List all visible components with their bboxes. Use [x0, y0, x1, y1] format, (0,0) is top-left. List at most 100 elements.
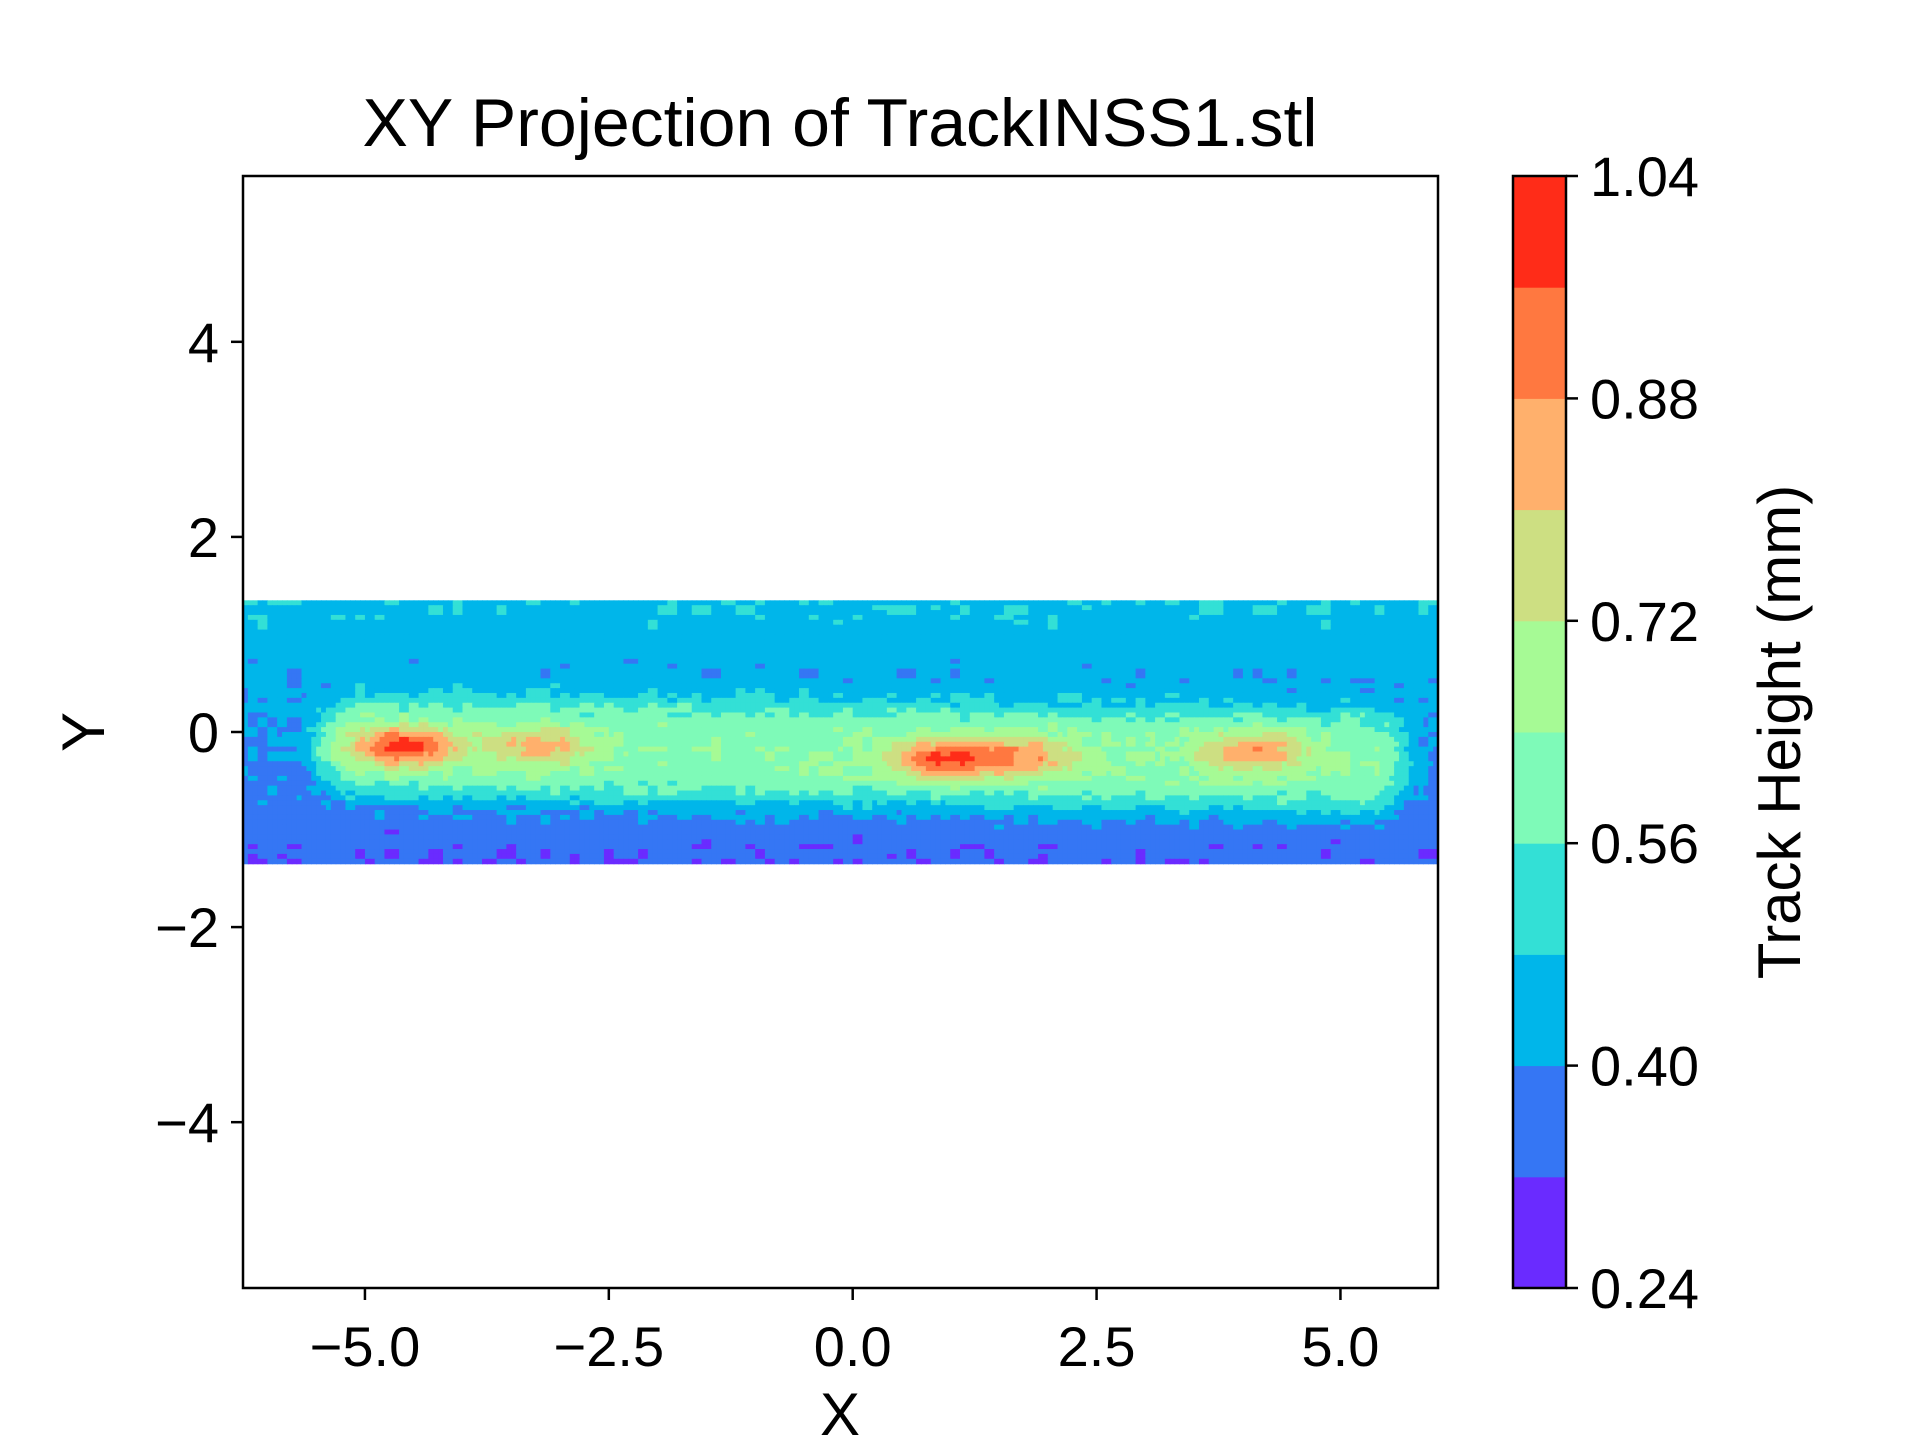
heatmap-cell [564, 692, 571, 699]
heatmap-cell [408, 614, 415, 621]
heatmap-cell [1033, 683, 1039, 689]
heatmap-cell [1389, 663, 1395, 670]
heatmap-cell [623, 629, 629, 636]
heatmap-cell [677, 624, 683, 631]
heatmap-cell [277, 688, 283, 694]
heatmap-cell [608, 663, 615, 670]
heatmap-cell [623, 653, 629, 660]
heatmap-cell [491, 614, 498, 621]
heatmap-cell [745, 614, 751, 621]
heatmap-cell [774, 668, 781, 675]
heatmap-cell [696, 644, 703, 650]
heatmap-cell [799, 629, 805, 636]
heatmap-cell [399, 619, 405, 626]
heatmap-cell [891, 673, 898, 679]
heatmap-cell [950, 663, 956, 670]
heatmap-cell [306, 644, 312, 650]
heatmap-cell [545, 624, 551, 631]
heatmap-cell [574, 600, 581, 606]
heatmap-cell [364, 619, 371, 626]
heatmap-cell [1247, 688, 1254, 694]
heatmap-cell [799, 644, 805, 650]
heatmap-cell [1228, 683, 1234, 689]
heatmap-cell [838, 610, 844, 616]
heatmap-cell [1081, 610, 1088, 616]
heatmap-cell [755, 614, 761, 621]
heatmap-cell [257, 663, 264, 670]
heatmap-cell [1320, 605, 1327, 611]
heatmap-cell [1345, 663, 1351, 670]
heatmap-cell [989, 658, 995, 665]
heatmap-cell [282, 605, 288, 611]
heatmap-cell [1213, 629, 1220, 636]
heatmap-cell [945, 653, 951, 660]
heatmap-cell [311, 663, 317, 670]
heatmap-cell [984, 634, 990, 640]
heatmap-cell [1013, 688, 1020, 694]
heatmap-cell [891, 649, 898, 655]
heatmap-cell [779, 692, 786, 699]
heatmap-cell [1189, 629, 1195, 636]
heatmap-cell [257, 610, 264, 616]
heatmap-cell [1262, 634, 1268, 640]
heatmap-cell [1233, 678, 1239, 684]
heatmap-cell [355, 678, 361, 684]
heatmap-cell [1038, 605, 1044, 611]
heatmap-cell [1291, 692, 1298, 699]
heatmap-cell [1159, 610, 1166, 616]
heatmap-cell [1345, 649, 1351, 655]
heatmap-cell [638, 624, 644, 631]
heatmap-cell [399, 614, 405, 621]
heatmap-cell [789, 688, 795, 694]
heatmap-cell [657, 658, 664, 665]
heatmap-cell [301, 605, 308, 611]
heatmap-cell [355, 683, 361, 689]
heatmap-cell [1311, 605, 1317, 611]
heatmap-cell [257, 629, 264, 636]
heatmap-cell [423, 639, 429, 645]
heatmap-cell [277, 653, 283, 660]
heatmap-cell [818, 658, 825, 665]
heatmap-cell [896, 658, 903, 665]
heatmap-cell [1403, 673, 1410, 679]
heatmap-cell [1238, 629, 1244, 636]
heatmap-cell [955, 624, 961, 631]
heatmap-cell [1159, 634, 1166, 640]
heatmap-cell [360, 649, 366, 655]
heatmap-cell [296, 614, 303, 621]
heatmap-cell [550, 600, 556, 606]
heatmap-cell [1033, 644, 1039, 650]
heatmap-cell [779, 678, 786, 684]
heatmap-cell [628, 624, 634, 631]
heatmap-cell [1233, 644, 1239, 650]
heatmap-cell [1428, 683, 1434, 689]
heatmap-cell [901, 692, 907, 699]
heatmap-cell [1247, 610, 1254, 616]
heatmap-cell [794, 692, 800, 699]
heatmap-cell [881, 653, 888, 660]
heatmap-cell [1418, 663, 1424, 670]
heatmap-cell [1130, 619, 1137, 626]
heatmap-cell [633, 614, 639, 621]
heatmap-cell [1042, 629, 1049, 636]
heatmap-cell [447, 673, 454, 679]
heatmap-cell [1203, 605, 1210, 611]
heatmap-cell [945, 605, 951, 611]
heatmap-cell [364, 663, 371, 670]
heatmap-cell [462, 649, 468, 655]
heatmap-cell [433, 614, 439, 621]
heatmap-cell [1208, 692, 1215, 699]
heatmap-cell [1345, 668, 1351, 675]
heatmap-cell [1325, 668, 1332, 675]
heatmap-cell [764, 644, 771, 650]
heatmap-cell [340, 605, 347, 611]
heatmap-cell [638, 658, 644, 665]
heatmap-cell [1242, 649, 1249, 655]
heatmap-cell [330, 634, 337, 640]
heatmap-cell [1374, 644, 1381, 650]
heatmap-cell [1281, 692, 1288, 699]
heatmap-cell [457, 668, 464, 675]
heatmap-cell [1355, 688, 1361, 694]
heatmap-cell [1047, 653, 1054, 660]
heatmap-cell [613, 668, 620, 675]
